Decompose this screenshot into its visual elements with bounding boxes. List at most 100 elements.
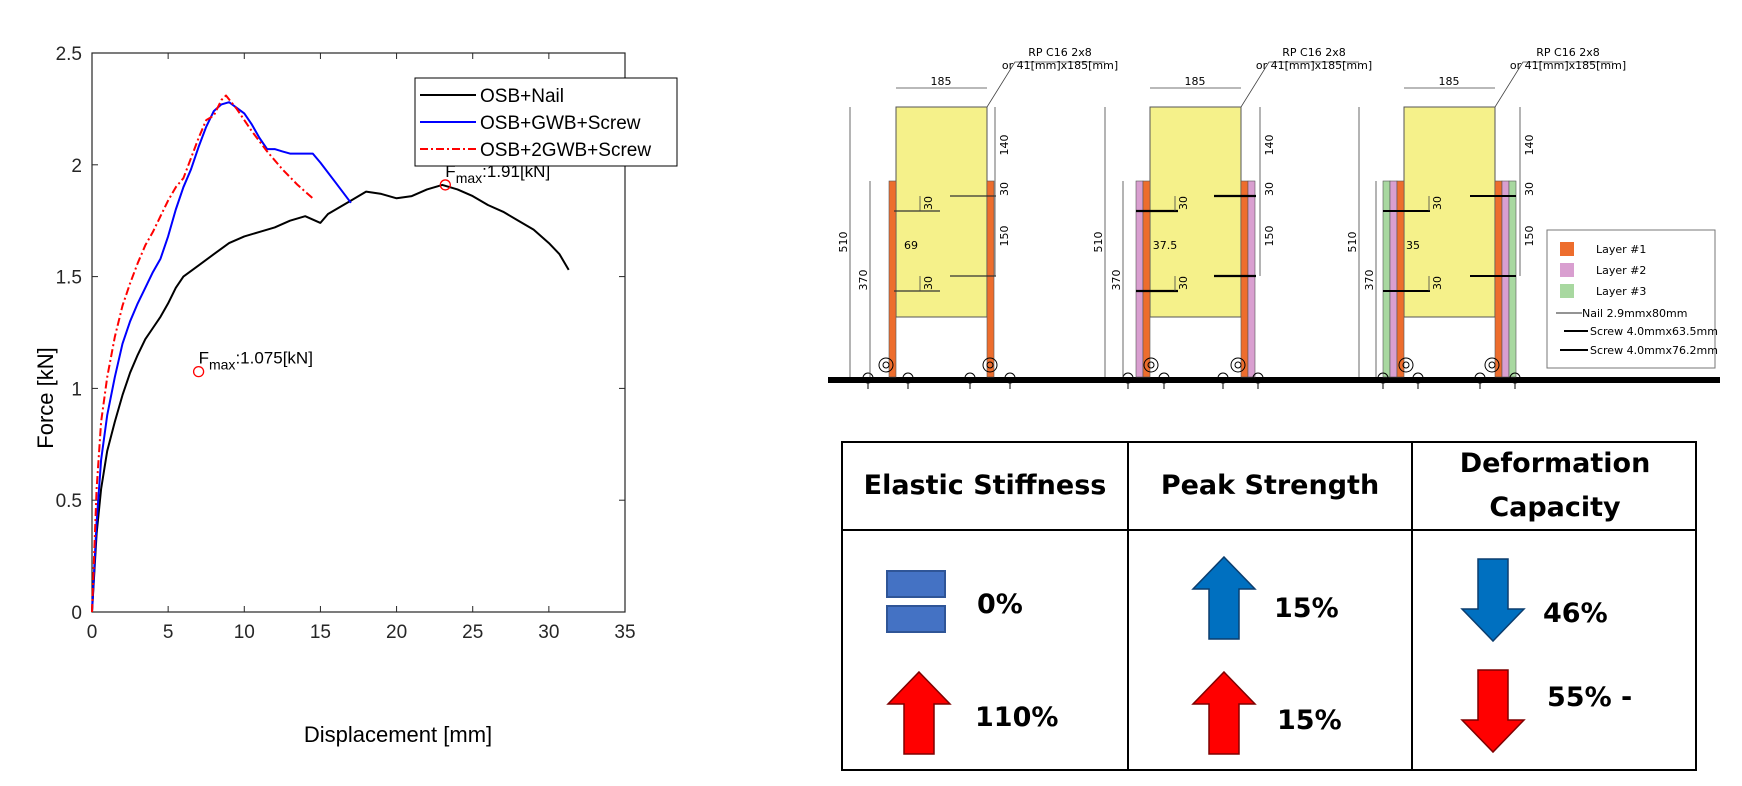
plot-frame — [91, 52, 626, 613]
panel-3-dim3: 150 — [1523, 226, 1536, 247]
y-tick-label: 1 — [71, 379, 82, 400]
series-line-1 — [91, 183, 570, 613]
panel-2-total: 510 — [1092, 232, 1105, 253]
wall-section-drawing: RP C16 2x8 or 41[mm]x185[mm] 185 510 370… — [828, 46, 1720, 389]
legend-nail: Nail 2.9mmx80mm — [1582, 307, 1687, 320]
y-tick-label: 0 — [71, 603, 82, 624]
table-divider — [1127, 443, 1129, 769]
table-divider — [1411, 443, 1413, 769]
panel-3-label2: or 41[mm]x185[mm] — [1510, 59, 1626, 72]
panel-1-dim-b: 30 — [922, 276, 935, 290]
y-tick-label: 0.5 — [56, 491, 82, 512]
panel-2-lower: 370 — [1110, 270, 1123, 291]
sheathing-layer-1 — [1396, 180, 1405, 378]
deformation-capacity-value-1: 46% — [1543, 598, 1608, 629]
sheathing-layer-1 — [1494, 180, 1503, 378]
panel-3-dim-a: 30 — [1431, 196, 1444, 210]
panel-1-dim-a: 30 — [922, 196, 935, 210]
panel-3-total: 510 — [1346, 232, 1359, 253]
panel-3-dim-b: 30 — [1431, 276, 1444, 290]
y-tick-label: 2.5 — [56, 44, 82, 65]
header-peak-strength: Peak Strength — [1160, 470, 1380, 501]
panel-3-label: RP C16 2x8 — [1536, 46, 1599, 59]
equals-icon — [886, 570, 946, 633]
legend-layer-3: Layer #3 — [1596, 285, 1646, 298]
elastic-stiffness-value-1: 0% — [977, 589, 1023, 620]
deformation-capacity-value-2: 55% - — [1547, 682, 1633, 713]
header-elastic-stiffness: Elastic Stiffness — [863, 470, 1107, 501]
x-tick-label: 20 — [386, 622, 407, 643]
peak-strength-value-1: 15% — [1274, 593, 1339, 624]
x-axis-label: Displacement [mm] — [304, 722, 492, 747]
legend-layer-2: Layer #2 — [1596, 264, 1646, 277]
x-tick-label: 5 — [163, 622, 174, 643]
ground-beam — [828, 377, 1720, 383]
legend-swatch-layer-1 — [1560, 242, 1574, 256]
x-tick-label: 25 — [462, 622, 483, 643]
sheathing-layer-2 — [1501, 180, 1510, 378]
y-axis-label: Force [kN] — [33, 347, 58, 448]
stud-block — [895, 106, 988, 318]
sheathing-layer-1 — [1142, 180, 1151, 378]
legend-screw-63: Screw 4.0mmx63.5mm — [1590, 325, 1718, 338]
legend-label-osb-2gwb: OSB+2GWB+Screw — [480, 140, 651, 161]
chart-markers: Fmax:1.075[kN] Fmax:1.91[kN] — [192, 162, 550, 378]
x-tick-label: 15 — [310, 622, 331, 643]
panel-2-dim-b: 30 — [1177, 276, 1190, 290]
wall-panel-1: RP C16 2x8 or 41[mm]x185[mm] 185 510 370… — [837, 46, 1118, 389]
sheathing-layer-3 — [1508, 180, 1517, 378]
elastic-stiffness-value-2: 110% — [975, 702, 1059, 733]
panel-3-dim2: 30 — [1523, 182, 1536, 196]
panel-1-dim2: 30 — [998, 182, 1011, 196]
panel-2-label: RP C16 2x8 — [1282, 46, 1345, 59]
panel-1-width: 185 — [931, 75, 952, 88]
fmax-label-1: Fmax:1.075[kN] — [199, 349, 313, 373]
series-line-2 — [91, 101, 352, 613]
legend-swatch-layer-3 — [1560, 284, 1574, 298]
panel-1-label2: or 41[mm]x185[mm] — [1002, 59, 1118, 72]
sheathing-layer-1 — [1240, 180, 1249, 378]
header-deformation-capacity: Deformation Capacity — [1459, 448, 1651, 523]
peak-strength-value-2: 15% — [1277, 705, 1342, 736]
wall-panel-2: RP C16 2x8 or 41[mm]x185[mm] 185 510 370… — [1092, 46, 1372, 389]
panel-2-dim3: 150 — [1263, 226, 1276, 247]
legend-layer-1: Layer #1 — [1596, 243, 1646, 256]
panel-1-offset: 69 — [904, 239, 918, 252]
x-tick-label: 0 — [87, 622, 98, 643]
table-divider — [843, 529, 1695, 531]
panel-1-total: 510 — [837, 232, 850, 253]
arrow-down-blue-icon — [1460, 558, 1526, 643]
legend-screw-76: Screw 4.0mmx76.2mm — [1590, 344, 1718, 357]
arrow-down-red-icon — [1460, 669, 1526, 754]
panel-3-offset: 35 — [1406, 239, 1420, 252]
panel-2-dim-a: 30 — [1177, 196, 1190, 210]
legend-label-osb-nail: OSB+Nail — [480, 86, 564, 107]
panel-1-dim1: 140 — [998, 135, 1011, 156]
chart-series — [91, 94, 570, 613]
arrow-up-blue-icon — [1191, 555, 1257, 640]
legend-swatch-layer-2 — [1560, 263, 1574, 277]
summary-table: Elastic Stiffness Peak Strength Deformat… — [841, 441, 1697, 771]
chart-axes: 0 5 10 15 20 25 30 35 0 0.5 1 1.5 2 2.5 — [56, 44, 636, 643]
legend-label-osb-gwb: OSB+GWB+Screw — [480, 113, 641, 134]
y-tick-label: 2 — [71, 156, 82, 177]
panel-3-dim1: 140 — [1523, 135, 1536, 156]
fmax-label-2: Fmax:1.91[kN] — [445, 162, 550, 186]
sheathing-layer-2 — [1247, 180, 1256, 378]
sheathing-layer-1 — [986, 180, 995, 378]
drawing-legend: Layer #1 Layer #2 Layer #3 Nail 2.9mmx80… — [1546, 229, 1718, 369]
force-displacement-chart: 0 5 10 15 20 25 30 35 0 0.5 1 1.5 2 2.5 Fmax:1.075[kN… — [33, 44, 678, 747]
panel-2-width: 185 — [1185, 75, 1206, 88]
panel-1-dim3: 150 — [998, 226, 1011, 247]
x-tick-label: 30 — [538, 622, 559, 643]
panel-2-dim1: 140 — [1263, 135, 1276, 156]
arrow-up-red-icon — [1191, 670, 1257, 755]
x-tick-label: 35 — [614, 622, 635, 643]
y-tick-label: 1.5 — [56, 268, 82, 289]
panel-2-offset: 37.5 — [1153, 239, 1178, 252]
chart-legend: OSB+Nail OSB+GWB+Screw OSB+2GWB+Screw — [414, 77, 678, 167]
fmax-marker-2 — [439, 179, 451, 191]
panel-3-width: 185 — [1439, 75, 1460, 88]
drawing-legend-box — [1546, 229, 1716, 369]
panel-2-dim2: 30 — [1263, 182, 1276, 196]
